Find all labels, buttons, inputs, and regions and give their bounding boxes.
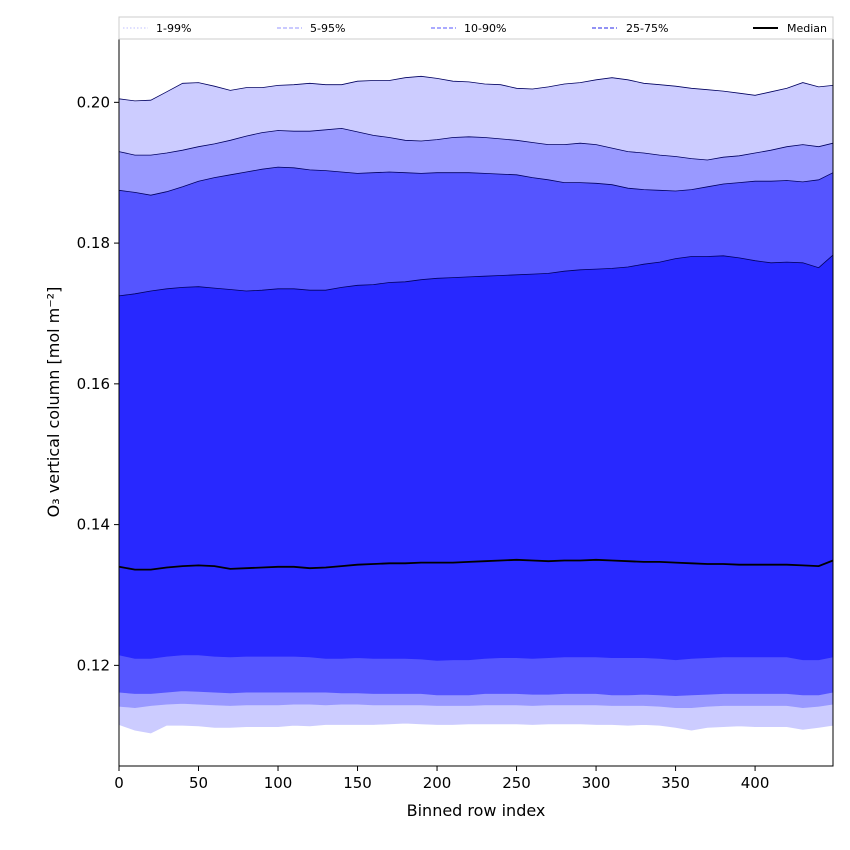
x-tick-label: 300: [582, 774, 611, 792]
x-tick-label: 250: [502, 774, 531, 792]
median-line: [118, 558, 834, 571]
band-10-90-lower-line: [118, 690, 834, 697]
legend: 1-99% 5-95% 10-90% 25-75% Median: [118, 16, 834, 40]
y-axis-label: O₃ vertical column [mol m⁻²]: [44, 287, 63, 518]
band-10-90-upper-line: [118, 166, 834, 196]
band-25-75-upper-line: [118, 254, 834, 297]
legend-label: 10-90%: [464, 22, 506, 35]
band-1-99-lower-line: [118, 722, 834, 734]
band-5-95-lower-line: [118, 702, 834, 709]
x-tick-label: 50: [189, 774, 208, 792]
x-tick-label: 100: [264, 774, 293, 792]
band-5-95-upper-line: [118, 127, 834, 161]
band-25-75-area: [119, 255, 833, 661]
y-tick-label: 0.20: [77, 93, 110, 111]
legend-label: Median: [787, 22, 827, 35]
y-tick-label: 0.18: [77, 234, 110, 252]
x-tick-label: 150: [343, 774, 372, 792]
legend-box: [118, 16, 834, 40]
band-1-99-upper-line: [118, 75, 834, 102]
legend-label: 5-95%: [310, 22, 345, 35]
band-edge-lines: [118, 75, 834, 734]
percentile-bands: [119, 76, 833, 733]
x-tick-label: 400: [741, 774, 770, 792]
y-tick-label: 0.16: [77, 375, 110, 393]
y-tick-label: 0.12: [77, 656, 110, 674]
legend-label: 25-75%: [626, 22, 668, 35]
y-axis: 0.12 0.14 0.16 0.18 0.20: [77, 93, 119, 674]
x-axis: 0 50 100 150 200 250 300 350 400: [114, 766, 769, 792]
band-25-75-lower-line: [118, 654, 834, 661]
x-tick-label: 0: [114, 774, 124, 792]
x-tick-label: 200: [423, 774, 452, 792]
y-tick-label: 0.14: [77, 516, 110, 534]
legend-label: 1-99%: [156, 22, 191, 35]
x-tick-label: 350: [661, 774, 690, 792]
x-axis-label: Binned row index: [407, 801, 546, 820]
